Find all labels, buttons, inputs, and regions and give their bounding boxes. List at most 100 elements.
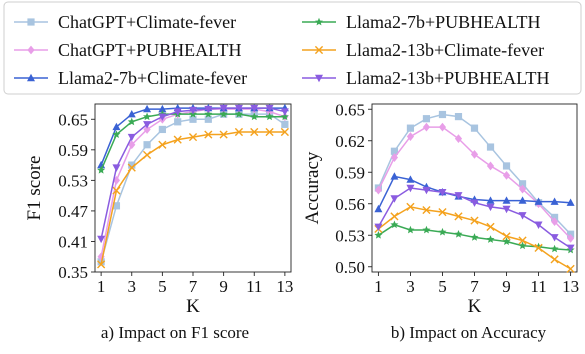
- data-point: [374, 204, 383, 213]
- data-point: [518, 180, 527, 188]
- y-tick-label: 0.65: [335, 100, 365, 119]
- data-point: [518, 196, 527, 204]
- data-point: [422, 205, 431, 215]
- data-point: [406, 184, 415, 193]
- y-tick-label: 0.35: [58, 263, 88, 282]
- data-point: [142, 150, 152, 160]
- data-point: [219, 130, 228, 139]
- series-llama2-13b-climate-fever: [374, 202, 575, 273]
- series-chatgpt-climate-fever: [97, 110, 289, 266]
- data-point: [158, 113, 167, 121]
- legend-entry: Llama2-7b+PUBHEALTH: [302, 12, 540, 32]
- data-point: [390, 195, 399, 203]
- panel-caption: b) Impact on Accuracy: [391, 323, 547, 342]
- data-point: [281, 120, 289, 128]
- data-point: [250, 104, 259, 113]
- data-point: [502, 196, 511, 204]
- x-tick-label: 9: [502, 277, 511, 296]
- legend-label: Llama2-7b+Climate-fever: [58, 68, 247, 88]
- data-point: [454, 230, 463, 238]
- data-point: [438, 189, 447, 197]
- x-tick-label: 7: [470, 277, 479, 296]
- data-point: [566, 244, 575, 253]
- y-tick-label: 0.50: [335, 258, 365, 277]
- x-tick-label: 13: [276, 277, 293, 296]
- data-point: [374, 185, 383, 195]
- data-point: [127, 117, 136, 126]
- plot-frame: [94, 103, 292, 273]
- data-point: [265, 112, 274, 121]
- x-tick-label: 9: [219, 277, 228, 296]
- legend-marker: [27, 73, 35, 82]
- data-point: [550, 197, 559, 205]
- data-point: [250, 127, 259, 137]
- legend-marker: [315, 17, 323, 26]
- data-point: [438, 122, 447, 132]
- data-point: [204, 115, 212, 123]
- data-point: [422, 122, 431, 132]
- y-axis-label: F1 score: [24, 156, 45, 221]
- data-point: [534, 242, 543, 251]
- data-point: [112, 175, 121, 185]
- x-tick-label: 13: [562, 277, 579, 296]
- data-point: [280, 108, 289, 116]
- legend-label: ChatGPT+PUBHEALTH: [58, 40, 242, 60]
- series-llama2-13b-climate-fever: [97, 127, 289, 269]
- panel-caption: a) Impact on F1 score: [101, 323, 249, 342]
- data-point: [374, 223, 383, 232]
- series-llama2-7b-pubhealth: [374, 220, 575, 254]
- x-tick-label: 3: [406, 277, 415, 296]
- data-point: [502, 205, 511, 214]
- data-point: [112, 130, 121, 138]
- data-point: [406, 175, 415, 183]
- data-point: [127, 109, 136, 118]
- x-tick-label: 7: [189, 277, 198, 296]
- data-point: [127, 133, 136, 142]
- data-point: [390, 172, 399, 180]
- data-point: [265, 127, 274, 137]
- legend-marker: [27, 18, 35, 26]
- legend-label: ChatGPT+Climate-fever: [58, 12, 236, 32]
- data-point: [280, 127, 289, 137]
- data-point: [250, 112, 259, 121]
- data-point: [550, 217, 559, 226]
- data-point: [502, 232, 511, 241]
- data-point: [406, 225, 415, 234]
- legend-label: Llama2-13b+Climate-fever: [346, 40, 544, 60]
- legend-entry: ChatGPT+Climate-fever: [14, 12, 236, 32]
- y-tick-label: 0.53: [58, 171, 88, 190]
- y-tick-label: 0.53: [335, 226, 365, 245]
- data-point: [143, 112, 152, 121]
- x-tick-label: 11: [530, 277, 546, 296]
- data-point: [518, 184, 527, 194]
- data-point: [204, 130, 213, 139]
- data-point: [550, 255, 559, 264]
- y-axis-label: Accuracy: [302, 151, 323, 224]
- data-point: [518, 212, 527, 220]
- x-tick-label: 5: [438, 277, 447, 296]
- data-point: [502, 237, 511, 245]
- data-point: [422, 225, 431, 234]
- data-point: [204, 109, 213, 118]
- data-point: [390, 147, 399, 155]
- data-point: [173, 135, 182, 144]
- data-point: [422, 186, 431, 195]
- data-point: [374, 231, 383, 239]
- data-point: [128, 140, 136, 150]
- data-point: [234, 104, 243, 113]
- x-tick-label: 3: [128, 277, 137, 296]
- data-point: [518, 241, 527, 250]
- legend-entry: Llama2-13b+Climate-fever: [302, 40, 544, 60]
- data-point: [470, 150, 479, 159]
- series-line: [377, 113, 572, 235]
- data-point: [97, 235, 106, 244]
- y-tick-label: 0.56: [335, 195, 365, 214]
- data-point: [534, 221, 543, 229]
- data-point: [265, 104, 274, 113]
- data-point: [128, 161, 136, 169]
- data-point: [502, 171, 511, 180]
- legend-label: Llama2-7b+PUBHEALTH: [346, 12, 540, 32]
- x-tick-label: 11: [246, 277, 262, 296]
